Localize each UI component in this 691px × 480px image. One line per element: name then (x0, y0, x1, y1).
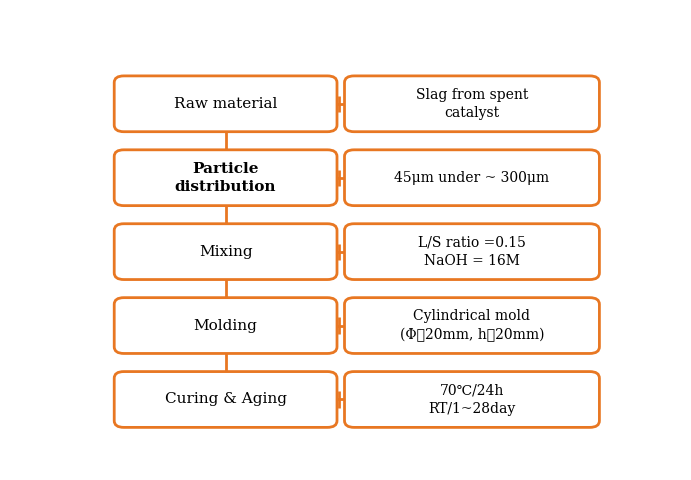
Text: Slag from spent
catalyst: Slag from spent catalyst (416, 88, 528, 120)
Text: Molding: Molding (193, 319, 258, 333)
FancyBboxPatch shape (345, 150, 599, 205)
FancyBboxPatch shape (114, 372, 337, 427)
FancyBboxPatch shape (114, 224, 337, 279)
FancyBboxPatch shape (345, 372, 599, 427)
FancyBboxPatch shape (114, 76, 337, 132)
Text: 70℃/24h
RT/1~28day: 70℃/24h RT/1~28day (428, 383, 515, 416)
FancyBboxPatch shape (345, 298, 599, 353)
FancyBboxPatch shape (345, 224, 599, 279)
Text: Mixing: Mixing (199, 245, 252, 259)
Text: L/S ratio =0.15
NaOH = 16M: L/S ratio =0.15 NaOH = 16M (418, 236, 526, 268)
Text: Cylindrical mold
(Φ：20mm, h：20mm): Cylindrical mold (Φ：20mm, h：20mm) (399, 309, 545, 342)
FancyBboxPatch shape (114, 150, 337, 205)
Text: 45μm under ~ 300μm: 45μm under ~ 300μm (395, 171, 549, 185)
Text: Curing & Aging: Curing & Aging (164, 393, 287, 407)
Text: Raw material: Raw material (174, 97, 277, 111)
Text: Particle
distribution: Particle distribution (175, 162, 276, 194)
FancyBboxPatch shape (114, 298, 337, 353)
FancyBboxPatch shape (345, 76, 599, 132)
